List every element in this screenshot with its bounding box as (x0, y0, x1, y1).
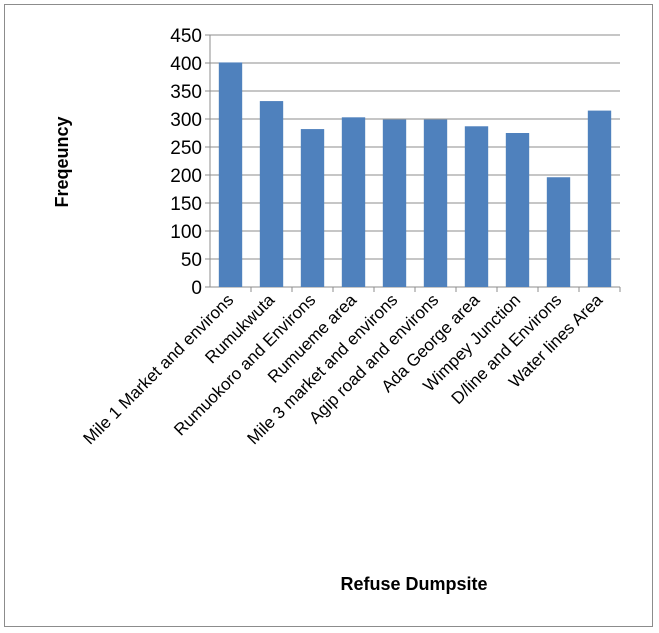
y-tick-label: 0 (191, 278, 202, 299)
y-tick-label: 200 (170, 166, 202, 187)
bar (218, 62, 243, 287)
bar (300, 129, 325, 287)
bar (464, 126, 489, 287)
y-tick-label: 400 (170, 54, 202, 75)
y-tick-label: 450 (170, 26, 202, 47)
bar (546, 177, 571, 287)
y-tick-label: 250 (170, 138, 202, 159)
y-tick-label: 150 (170, 194, 202, 215)
bar (382, 119, 407, 287)
bar (423, 119, 448, 287)
bar (259, 101, 284, 287)
bar (341, 117, 366, 287)
y-tick-label: 300 (170, 110, 202, 131)
x-tick-label: Mile 1 Market and environs (80, 290, 238, 448)
bar (587, 110, 612, 287)
y-tick-label: 100 (170, 222, 202, 243)
y-tick-label: 50 (181, 250, 202, 271)
x-tick-labels: Mile 1 Market and environsRumukwutaRumuo… (80, 290, 607, 448)
chart-frame (4, 4, 653, 627)
bar (505, 133, 530, 287)
y-axis-title: Freqeuncy (52, 116, 72, 207)
x-axis-title: Refuse Dumpsite (340, 574, 487, 594)
y-tick-label: 350 (170, 82, 202, 103)
y-tick-labels: 0 50 100 150 200 250 300 350 400 450 (170, 26, 202, 299)
bars (218, 62, 612, 287)
